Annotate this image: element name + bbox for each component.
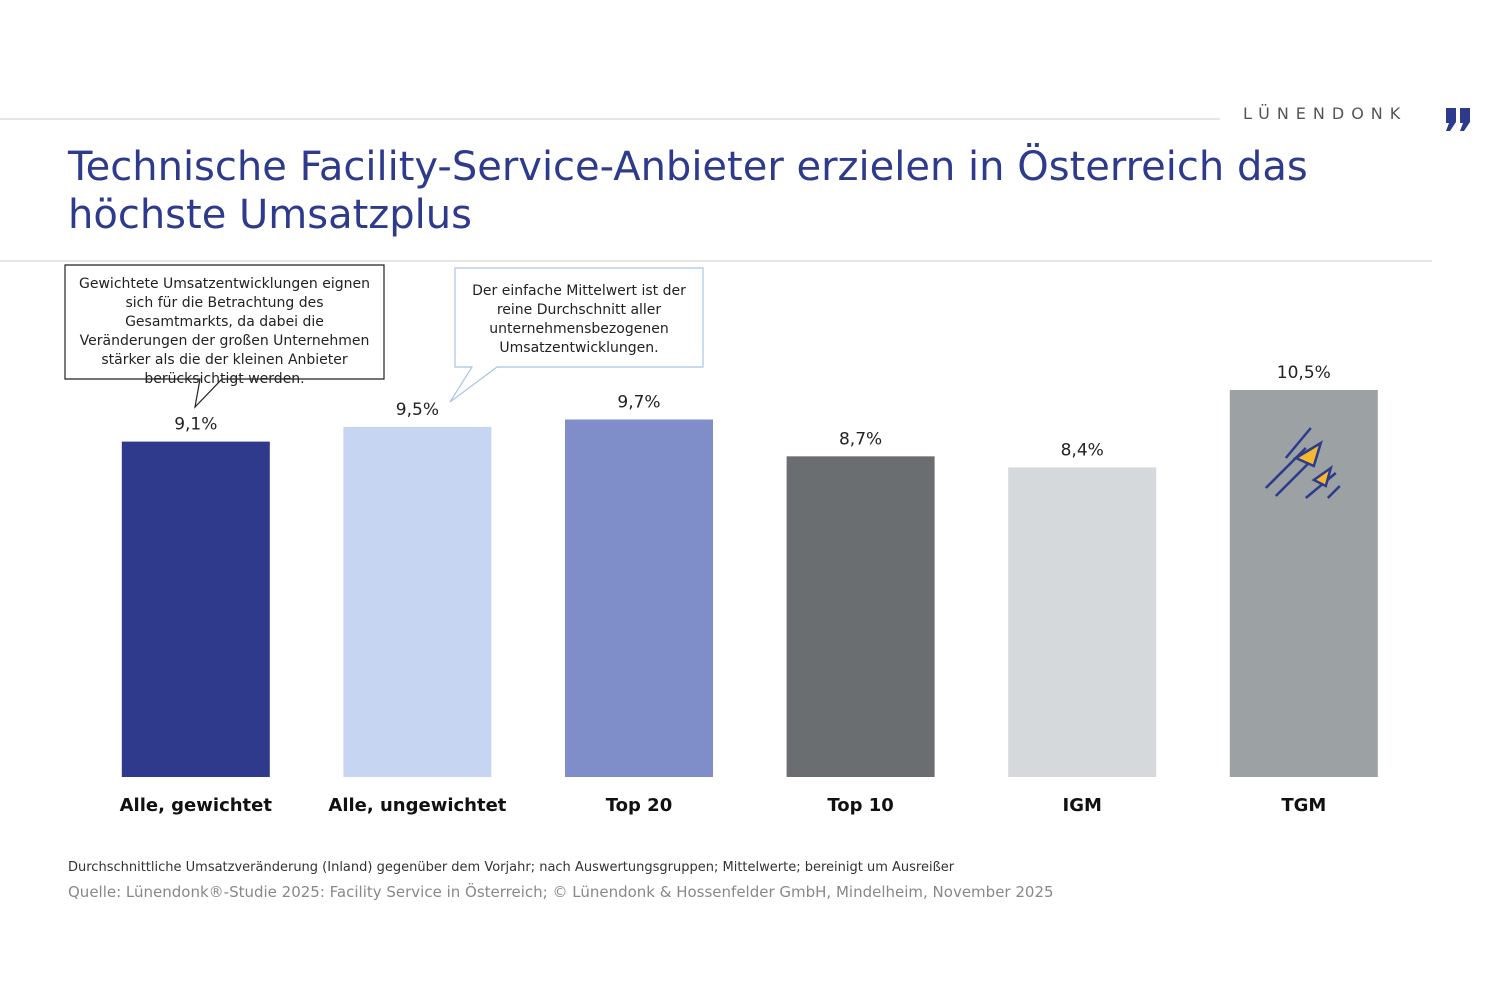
value-label: 8,4% — [1061, 440, 1104, 460]
bar — [1008, 467, 1157, 777]
chart-title: Technische Facility-Service-Anbieter erz… — [68, 144, 1308, 238]
icon — [1264, 427, 1341, 499]
value-label: 10,5% — [1277, 363, 1331, 383]
callout-box — [64, 264, 385, 409]
x-tick-label: Alle, gewichtet — [120, 795, 273, 816]
footnote: Durchschnittliche Umsatzveränderung (Inl… — [68, 860, 955, 875]
x-tick-label: IGM — [1063, 795, 1102, 816]
callout-box — [449, 267, 704, 403]
icon-stroke — [1284, 427, 1312, 459]
bar — [565, 419, 713, 777]
value-label: 9,7% — [617, 392, 660, 412]
annotation: Gewichtete Umsatzentwicklungen eignen si… — [79, 276, 370, 387]
value-label: 9,1% — [174, 415, 217, 435]
bar — [786, 456, 935, 777]
x-tick-label: Top 20 — [606, 795, 672, 816]
value-label: 8,7% — [839, 429, 882, 449]
brand-mark — [1446, 108, 1470, 131]
value-label: 9,5% — [396, 400, 439, 420]
icon-stroke — [1326, 485, 1341, 499]
icon-cape — [1293, 440, 1333, 488]
icon-stroke — [1304, 472, 1337, 499]
bar — [1229, 390, 1378, 777]
annotation: Der einfache Mittelwert ist der reine Du… — [472, 283, 686, 356]
source: Quelle: Lünendonk®-Studie 2025: Facility… — [68, 883, 1054, 901]
brand: LÜNENDONK — [1243, 104, 1408, 123]
x-tick-label: Top 10 — [827, 795, 893, 816]
bar — [343, 426, 492, 777]
x-tick-label: Alle, ungewichtet — [328, 795, 506, 816]
bar — [121, 441, 270, 777]
x-tick-label: TGM — [1281, 795, 1326, 816]
